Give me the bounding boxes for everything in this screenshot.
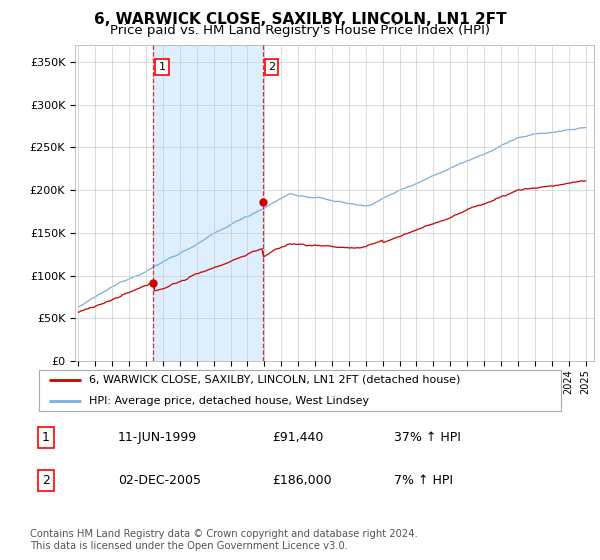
Text: 1: 1 — [42, 431, 50, 445]
Text: 2: 2 — [42, 474, 50, 487]
Bar — [154, 45, 263, 361]
Text: £91,440: £91,440 — [272, 431, 324, 445]
Text: 2: 2 — [268, 62, 275, 72]
Text: £186,000: £186,000 — [272, 474, 332, 487]
Text: 6, WARWICK CLOSE, SAXILBY, LINCOLN, LN1 2FT (detached house): 6, WARWICK CLOSE, SAXILBY, LINCOLN, LN1 … — [89, 375, 460, 385]
FancyBboxPatch shape — [38, 370, 562, 411]
Text: 11-JUN-1999: 11-JUN-1999 — [118, 431, 197, 445]
Text: HPI: Average price, detached house, West Lindsey: HPI: Average price, detached house, West… — [89, 396, 369, 406]
Text: 02-DEC-2005: 02-DEC-2005 — [118, 474, 201, 487]
Text: 6, WARWICK CLOSE, SAXILBY, LINCOLN, LN1 2FT: 6, WARWICK CLOSE, SAXILBY, LINCOLN, LN1 … — [94, 12, 506, 27]
Text: Contains HM Land Registry data © Crown copyright and database right 2024.
This d: Contains HM Land Registry data © Crown c… — [30, 529, 418, 551]
Text: 1: 1 — [158, 62, 166, 72]
Text: 37% ↑ HPI: 37% ↑ HPI — [394, 431, 461, 445]
Text: 7% ↑ HPI: 7% ↑ HPI — [394, 474, 453, 487]
Text: Price paid vs. HM Land Registry's House Price Index (HPI): Price paid vs. HM Land Registry's House … — [110, 24, 490, 37]
